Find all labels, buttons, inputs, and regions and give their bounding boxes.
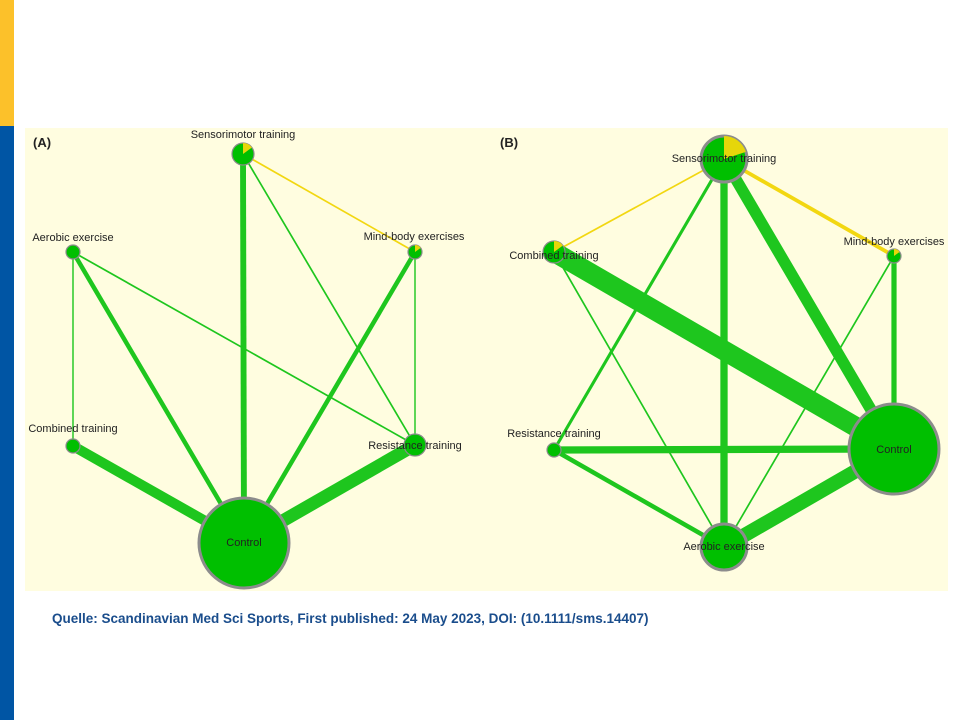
- panel-b-edges: [549, 156, 899, 554]
- panel-b-edge-sensorimotor-mindbody: [723, 157, 895, 258]
- panel-a: (A) Sensorimotor training Mind-body exerc…: [28, 129, 465, 590]
- panel-b-edge-combined-aerobic: [553, 251, 725, 548]
- panel-a-node-aerobic: [65, 244, 81, 260]
- panel-b-node-aerobic: [699, 522, 749, 572]
- panel-a-edge-aerobic-control: [71, 250, 246, 545]
- panel-b-edge-combined-control: [549, 243, 899, 458]
- panel-a-label: (A): [33, 135, 51, 150]
- panel-a-edge-sensorimotor-resistance: [242, 153, 416, 446]
- panel-a-edge-sensorimotor-mindbody: [242, 153, 416, 253]
- accent-bar-yellow: [0, 0, 14, 126]
- panel-b-edge-resistance-aerobic: [552, 448, 726, 549]
- panel-b-node-combined: [542, 240, 566, 264]
- panel-a-label-combined: Combined training: [28, 423, 117, 435]
- panel-b-node-control: [847, 402, 941, 496]
- panel-a-node-resistance: [403, 433, 427, 457]
- panel-b-label-sensorimotor: Sensorimotor training: [672, 153, 777, 165]
- panel-a-label-sensorimotor: Sensorimotor training: [191, 129, 296, 141]
- panel-b-node-sensorimotor: [699, 134, 749, 184]
- panel-a-edge-aerobic-resistance: [72, 251, 416, 446]
- panel-a-node-sensorimotor: [231, 142, 255, 166]
- panel-b-nodes: Sensorimotor training Mind-body exercises…: [507, 134, 945, 572]
- panel-b-node-resistance: [546, 442, 562, 458]
- panel-a-label-resistance: Resistance training: [368, 440, 462, 452]
- panel-b-label-resistance: Resistance training: [507, 428, 601, 440]
- panel-b-edge-sensorimotor-combined: [553, 158, 725, 253]
- panel-b-node-mindbody: [886, 248, 902, 264]
- panel-b-label-aerobic: Aerobic exercise: [683, 541, 764, 553]
- panel-a-edge-mindbody-control: [242, 250, 417, 545]
- network-diagrams: (A) Sensorimotor training Mind-body exerc…: [28, 129, 945, 590]
- panel-a-label-control: Control: [226, 537, 261, 549]
- panel-b-edge-mindbody-aerobic: [723, 255, 895, 548]
- panel-a-nodes: Sensorimotor training Mind-body exercises…: [28, 129, 465, 590]
- panel-a-label-aerobic: Aerobic exercise: [32, 232, 113, 244]
- panel-a-edges: [70, 153, 419, 549]
- panel-b-label: (B): [500, 135, 518, 150]
- panel-a-node-combined: [65, 438, 81, 454]
- panel-a-node-control: [197, 496, 291, 590]
- panel-a-label-mindbody: Mind-body exercises: [364, 231, 465, 243]
- panel-b-label-mindbody: Mind-body exercises: [844, 236, 945, 248]
- panel-b-edge-resistance-control: [553, 445, 895, 454]
- panel-b-label-combined: Combined training: [509, 250, 598, 262]
- panel-b-label-control: Control: [876, 444, 911, 456]
- panel-b: (B) Sensorimotor training Mind-body exerc…: [500, 134, 945, 572]
- source-caption: Quelle: Scandinavian Med Sci Sports, Fir…: [52, 611, 649, 626]
- panel-a-node-mindbody: [407, 244, 423, 260]
- accent-bar-blue: [0, 0, 14, 720]
- network-figure: (A) Sensorimotor training Mind-body exerc…: [25, 128, 948, 591]
- panel-b-edge-sensorimotor-control: [719, 156, 899, 452]
